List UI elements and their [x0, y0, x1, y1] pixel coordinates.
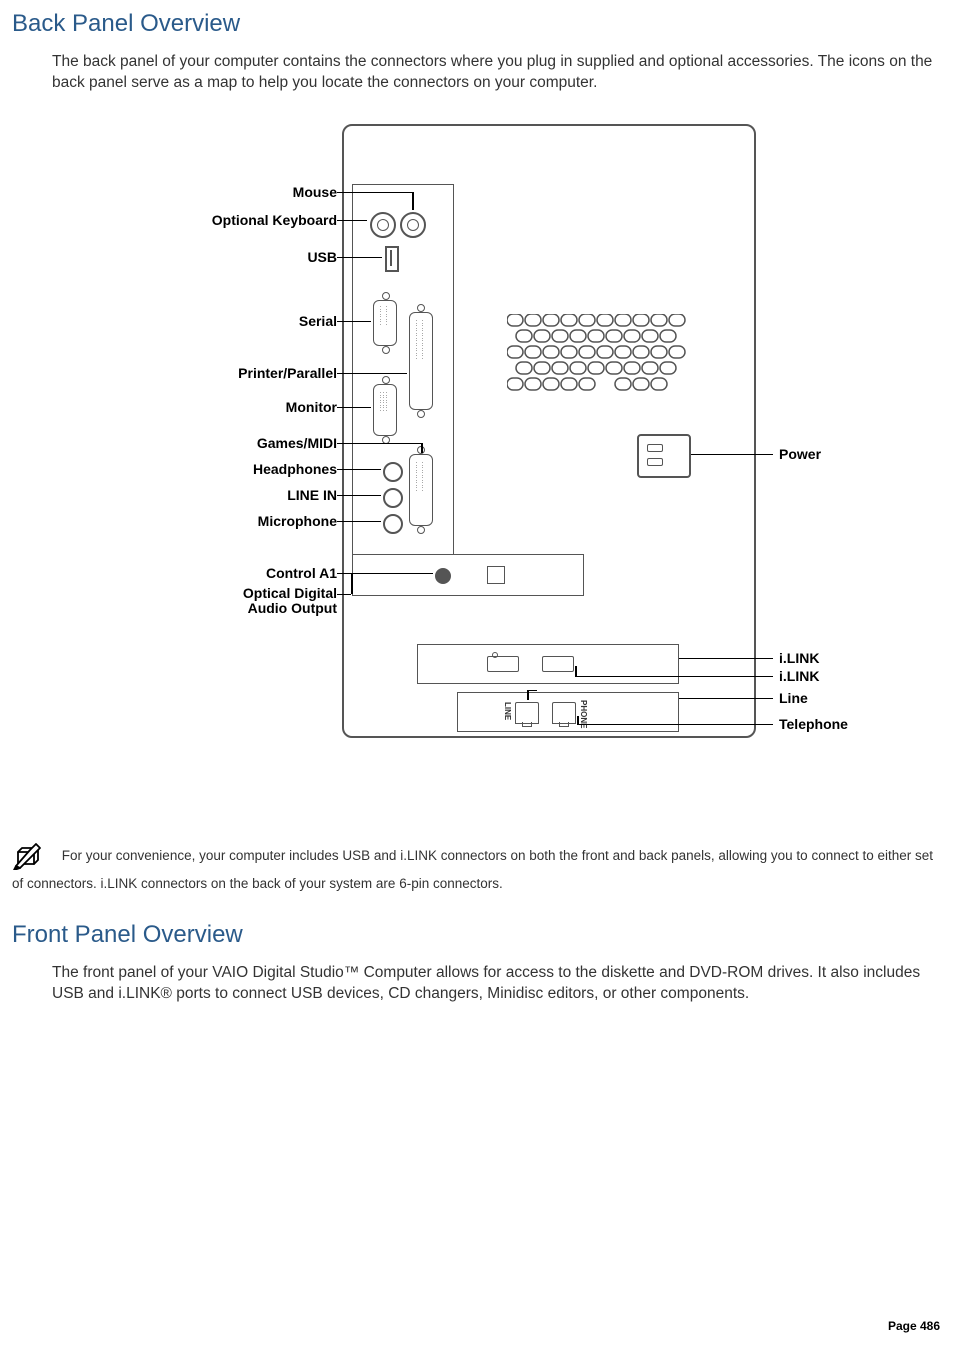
section-body-back-panel: The back panel of your computer contains…	[52, 52, 942, 94]
label-mouse: Mouse	[293, 184, 337, 200]
label-power: Power	[779, 446, 821, 462]
back-panel-diagram: : :: :: :: : : :: :: :: :: :: :: :: : ::…	[157, 124, 797, 804]
pencil-note-icon	[12, 842, 52, 875]
label-headphones: Headphones	[253, 461, 337, 477]
label-parallel: Printer/Parallel	[238, 365, 337, 381]
label-microphone: Microphone	[258, 513, 337, 529]
label-serial: Serial	[299, 313, 337, 329]
section-body-front-panel: The front panel of your VAIO Digital Stu…	[52, 963, 942, 1005]
label-ilink-2: i.LINK	[779, 668, 819, 684]
label-telephone: Telephone	[779, 716, 848, 732]
label-monitor: Monitor	[286, 399, 337, 415]
section-heading-back-panel: Back Panel Overview	[12, 10, 942, 38]
note-text: For your convenience, your computer incl…	[12, 848, 933, 891]
label-usb: USB	[307, 249, 337, 265]
page-number: Page 486	[888, 1319, 940, 1333]
label-line-in: LINE IN	[287, 487, 337, 503]
section-heading-front-panel: Front Panel Overview	[12, 921, 942, 949]
vent-grille-icon	[507, 314, 697, 414]
note-paragraph: For your convenience, your computer incl…	[12, 842, 942, 893]
label-keyboard: Optional Keyboard	[212, 212, 337, 228]
label-line: Line	[779, 690, 808, 706]
label-optical-audio: Optical Digital Audio Output	[227, 586, 337, 615]
label-ilink-1: i.LINK	[779, 650, 819, 666]
label-games-midi: Games/MIDI	[257, 435, 337, 451]
label-control-a1: Control A1	[266, 565, 337, 581]
